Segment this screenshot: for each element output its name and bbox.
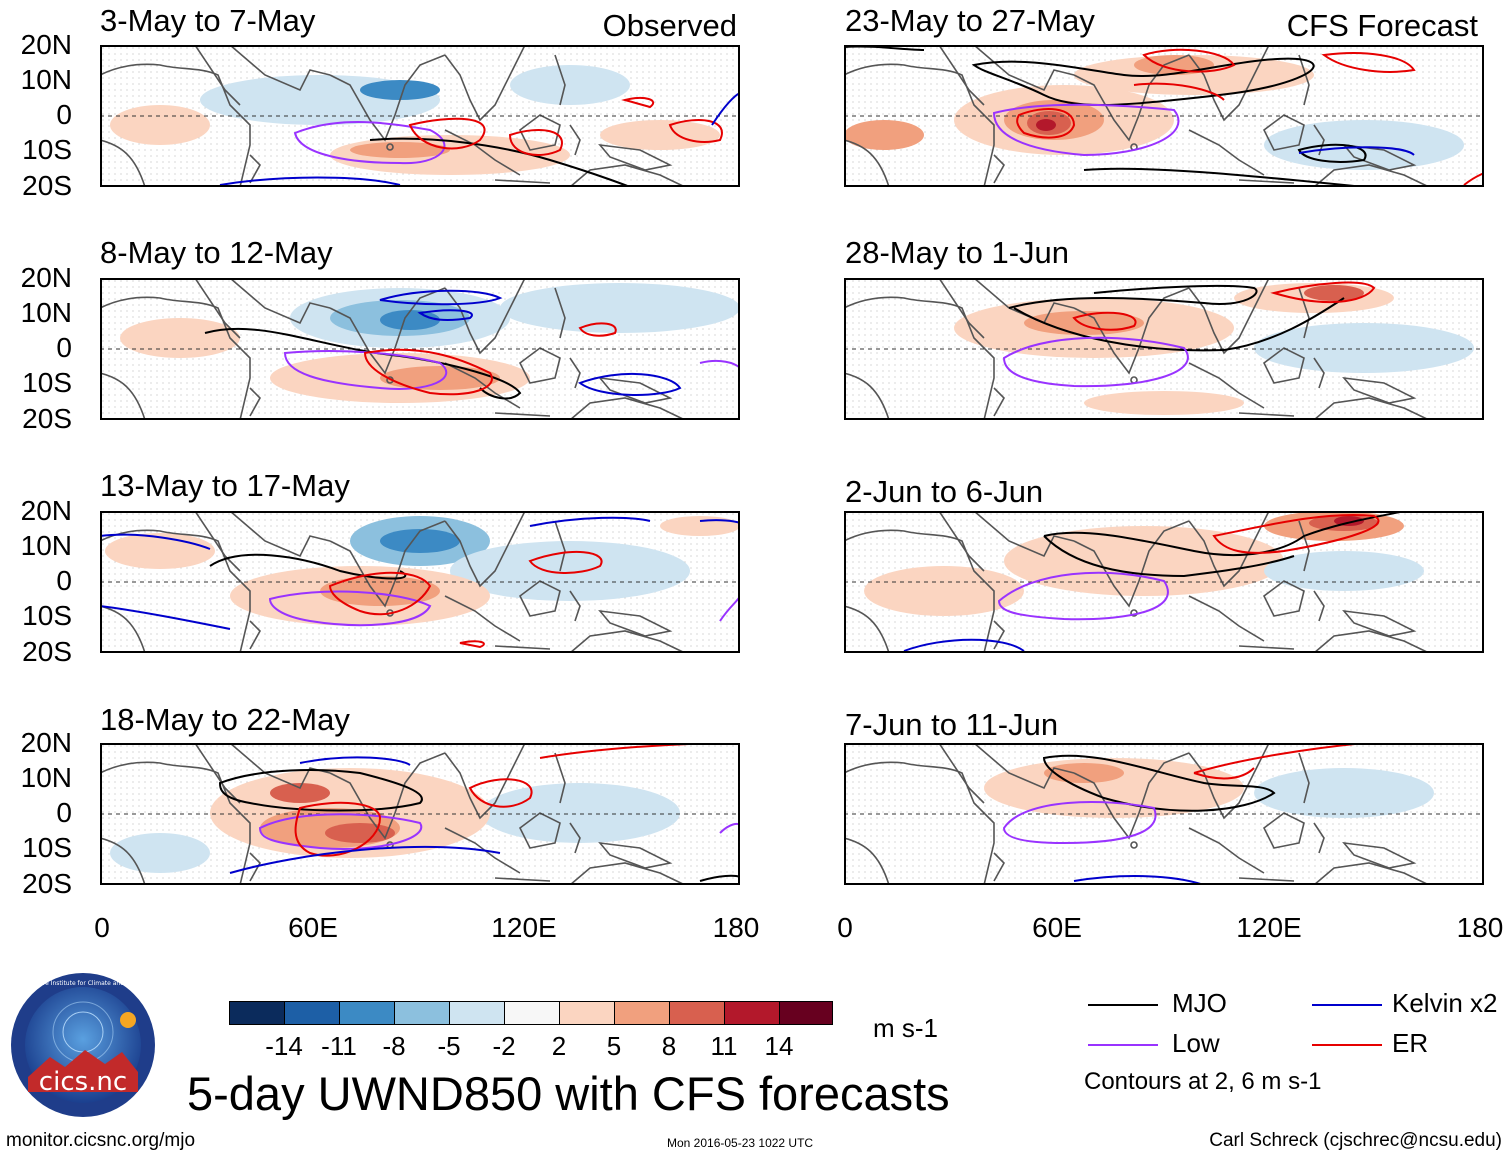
colorbar-swatch <box>229 1001 285 1025</box>
y-tick: 10N <box>20 297 72 328</box>
main-title: 5-day UWND850 with CFS forecasts <box>187 1067 950 1120</box>
map-observed-3 <box>100 511 740 653</box>
y-tick: 10S <box>22 367 72 398</box>
y-tick: 10S <box>22 600 72 631</box>
footer-url: monitor.cicsnc.org/mjo <box>6 1130 196 1151</box>
y-tick: 20S <box>22 403 72 434</box>
y-tick: 10N <box>20 64 72 95</box>
legend-label-er: ER <box>1392 1028 1429 1058</box>
logo-ring-text: Cooperative Institute for Climate and Sa… <box>12 980 153 987</box>
map-panel-observed-2 <box>100 278 740 420</box>
x-tick: 120E <box>491 912 557 943</box>
cics-logo: cics.nc Cooperative Institute for Climat… <box>10 972 156 1118</box>
legend-swatch-mjo <box>1088 1004 1158 1006</box>
colorbar-label: -11 <box>321 1031 357 1061</box>
panel-title-observed-1: 3-May to 7-May <box>100 3 316 38</box>
map-forecast-4 <box>844 743 1484 885</box>
colorbar-swatch <box>669 1001 725 1025</box>
y-tick: 20N <box>20 29 72 60</box>
panel-title-observed-3: 13-May to 17-May <box>100 468 350 503</box>
colorbar-label: 14 <box>764 1031 794 1061</box>
colorbar-label: -2 <box>492 1031 516 1061</box>
map-forecast-1 <box>844 45 1484 187</box>
map-observed-4 <box>100 743 740 885</box>
colorbar-label: 5 <box>606 1031 622 1061</box>
y-tick: 20N <box>20 727 72 758</box>
map-observed-2 <box>100 278 740 420</box>
map-panel-observed-3 <box>100 511 740 653</box>
map-forecast-3 <box>844 511 1484 653</box>
x-tick: 0 <box>837 912 853 943</box>
panel-title-forecast-1: 23-May to 27-May <box>845 3 1095 38</box>
legend-note: Contours at 2, 6 m s-1 <box>1084 1068 1322 1095</box>
y-tick: 10N <box>20 530 72 561</box>
colorbar-label: 11 <box>710 1031 738 1061</box>
colorbar-label: -8 <box>382 1031 406 1061</box>
colorbar-label: -14 <box>265 1031 303 1061</box>
y-tick: 10S <box>22 832 72 863</box>
map-panel-observed-1 <box>100 45 740 187</box>
map-panel-forecast-1 <box>844 45 1484 187</box>
y-tick: 20S <box>22 170 72 201</box>
x-tick: 60E <box>1032 912 1082 943</box>
footer-author: Carl Schreck (cjschrec@ncsu.edu) <box>1209 1130 1502 1151</box>
panel-title-forecast-4: 7-Jun to 11-Jun <box>845 707 1059 742</box>
panel-title-forecast-3: 2-Jun to 6-Jun <box>845 474 1044 509</box>
legend-label-low: Low <box>1172 1028 1220 1058</box>
colorbar-swatch <box>284 1001 340 1025</box>
y-tick: 0 <box>56 797 72 828</box>
y-tick: 0 <box>56 565 72 596</box>
map-forecast-2 <box>844 278 1484 420</box>
panel-title-forecast-2: 28-May to 1-Jun <box>845 235 1069 270</box>
y-tick: 10N <box>20 762 72 793</box>
logo-emblem: cics.nc Cooperative Institute for Climat… <box>11 973 155 1117</box>
colorbar-swatch <box>614 1001 670 1025</box>
colorbar-label: 2 <box>551 1031 567 1061</box>
map-panel-forecast-4 <box>844 743 1484 885</box>
x-tick: 180 <box>1456 912 1504 943</box>
x-tick: 60E <box>288 912 338 943</box>
x-tick: 0 <box>94 912 110 943</box>
map-observed-1 <box>100 45 740 187</box>
colorbar-swatch <box>449 1001 505 1025</box>
colorbar-swatch <box>504 1001 560 1025</box>
y-tick: 10S <box>22 134 72 165</box>
y-tick: 20S <box>22 868 72 899</box>
legend-swatch-low <box>1088 1044 1158 1046</box>
logo-text: cics.nc <box>39 1067 127 1097</box>
y-tick: 20N <box>20 495 72 526</box>
panel-title-observed-2: 8-May to 12-May <box>100 235 333 270</box>
colorbar-swatch <box>779 1001 833 1025</box>
observed-tag: Observed <box>602 8 737 43</box>
colorbar-units: m s-1 <box>873 1013 938 1043</box>
colorbar-label: 8 <box>661 1031 677 1061</box>
y-tick: 20N <box>20 262 72 293</box>
colorbar-swatch <box>339 1001 395 1025</box>
legend-swatch-er <box>1312 1044 1382 1046</box>
map-panel-forecast-3 <box>844 511 1484 653</box>
legend-label-kelvin: Kelvin x2 <box>1392 988 1498 1018</box>
colorbar-swatch <box>559 1001 615 1025</box>
colorbar-label: -5 <box>437 1031 461 1061</box>
legend-swatch-kelvin <box>1312 1004 1382 1006</box>
x-tick: 180 <box>712 912 760 943</box>
map-panel-forecast-2 <box>844 278 1484 420</box>
y-tick: 0 <box>56 99 72 130</box>
forecast-tag: CFS Forecast <box>1286 8 1478 43</box>
y-tick: 0 <box>56 332 72 363</box>
x-tick: 120E <box>1236 912 1302 943</box>
colorbar-swatch <box>724 1001 780 1025</box>
legend-label-mjo: MJO <box>1172 988 1227 1018</box>
y-tick: 20S <box>22 636 72 667</box>
panel-title-observed-4: 18-May to 22-May <box>100 702 350 737</box>
map-panel-observed-4 <box>100 743 740 885</box>
colorbar-swatch <box>394 1001 450 1025</box>
footer-timestamp: Mon 2016-05-23 1022 UTC <box>667 1136 814 1150</box>
